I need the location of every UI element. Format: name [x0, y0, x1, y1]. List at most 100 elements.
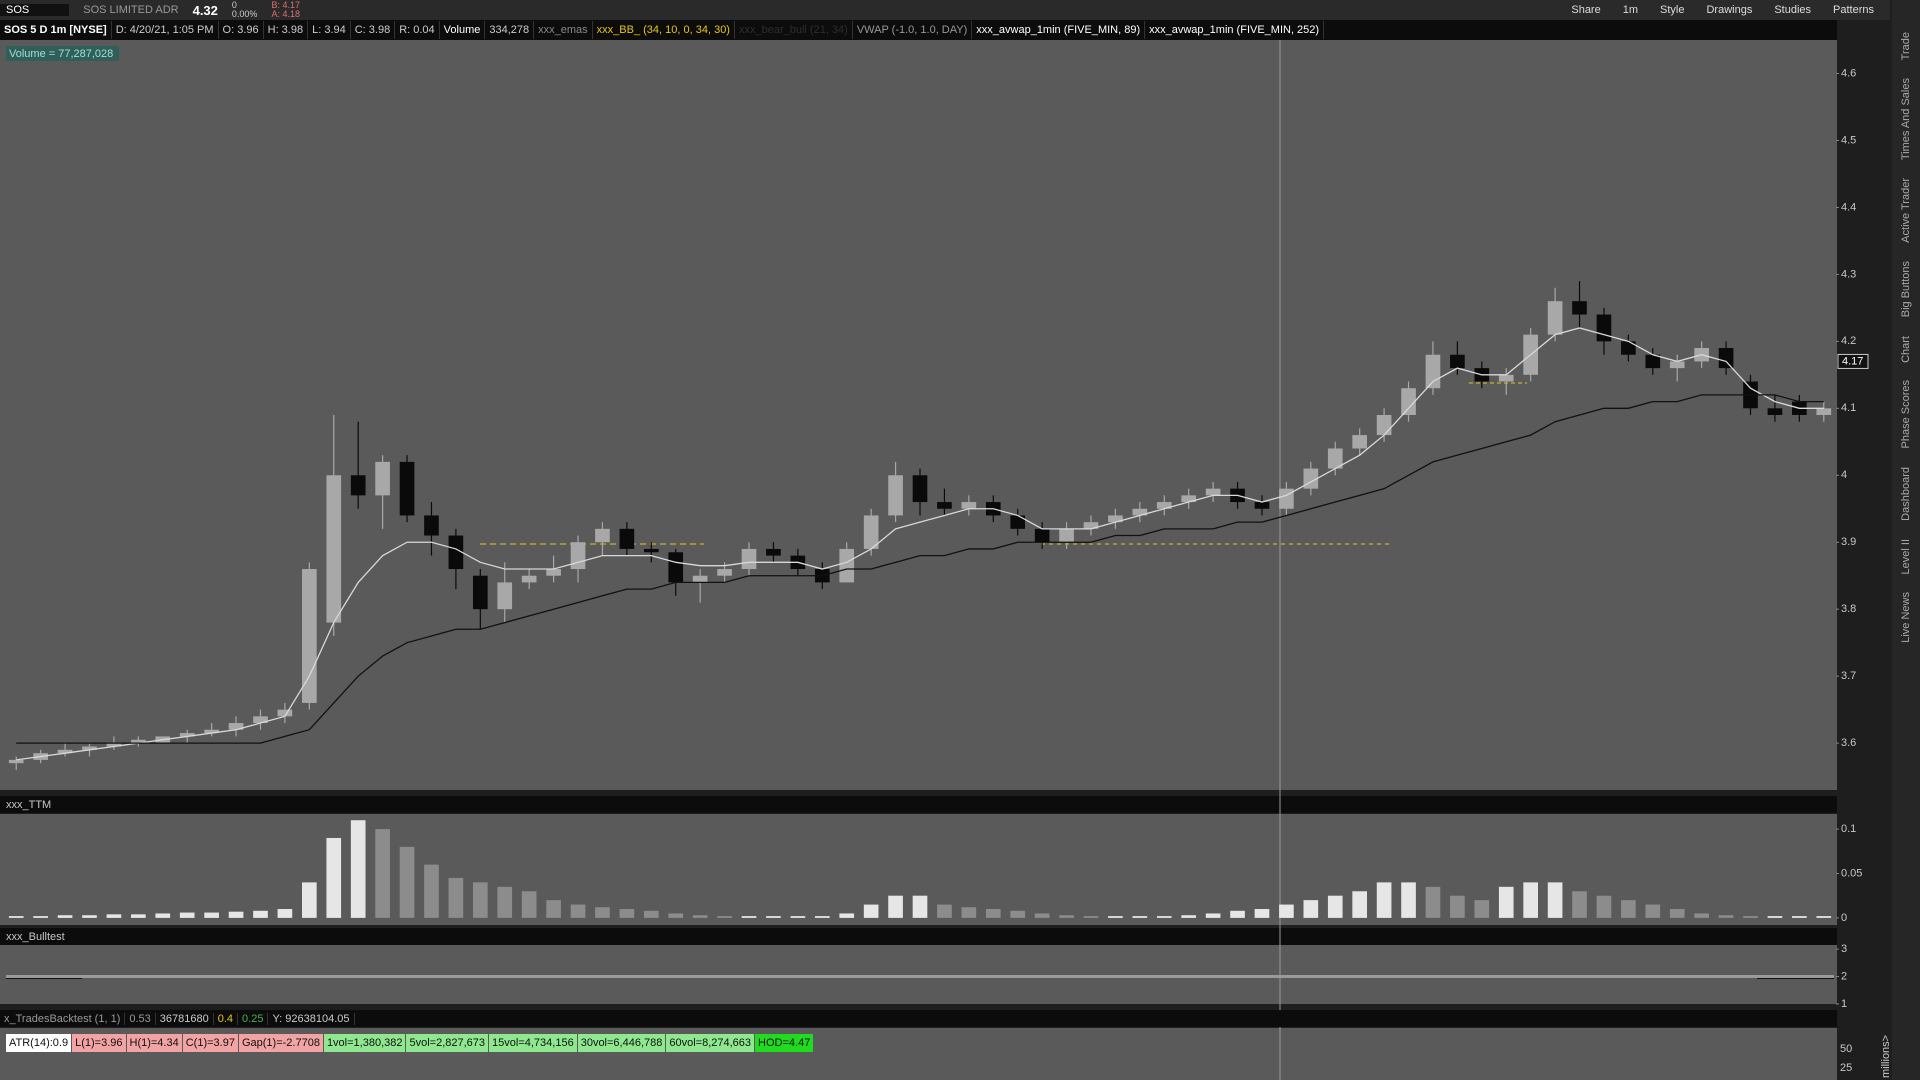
y-tick-label: 4.6 — [1841, 67, 1856, 79]
sidebar-tab[interactable]: Dashboard — [1900, 466, 1912, 521]
toolbar-button[interactable]: Drawings — [1706, 4, 1753, 16]
study-name: xxx_bear_bull (21, 34) — [735, 21, 853, 39]
y-tick-label: 4 — [1841, 469, 1847, 481]
sidebar-tab[interactable]: Phase Scores — [1900, 380, 1912, 449]
histogram-bar — [1279, 904, 1294, 918]
backtest-value: 36781680 — [156, 1012, 214, 1025]
histogram-bar — [1010, 910, 1026, 918]
sidebar-tab[interactable]: Big Buttons — [1900, 261, 1912, 318]
y-tick-label: 1 — [1841, 998, 1847, 1010]
candle-body — [277, 709, 293, 717]
candle-body — [1132, 508, 1148, 516]
ohlc-item: R: 0.04 — [395, 21, 440, 39]
description: SOS LIMITED ADR — [83, 4, 179, 16]
candle-body — [253, 716, 268, 724]
y-tick-label: 3.8 — [1841, 603, 1856, 615]
candle-body — [521, 575, 537, 583]
histogram-bar — [472, 882, 488, 918]
candle-body — [1596, 314, 1612, 342]
candle-body — [1254, 502, 1270, 509]
toolbar-buttons: Share 1m Style Drawings Studies Patterns — [1571, 4, 1890, 16]
sidebar-tab[interactable]: Active Trader — [1900, 178, 1912, 244]
candle-body — [1645, 354, 1661, 369]
histogram-bar — [1401, 882, 1416, 918]
bulltest-panel-bg — [0, 945, 1837, 1004]
candle-body — [863, 515, 879, 549]
histogram-bar — [839, 913, 855, 918]
histogram-bar — [1034, 913, 1050, 918]
candle-body — [912, 475, 928, 503]
histogram-bar — [888, 895, 903, 918]
sidebar-tab[interactable]: Trade — [1900, 32, 1912, 61]
toolbar-button[interactable]: Style — [1660, 4, 1685, 16]
histogram-bar — [741, 916, 757, 918]
candle-body — [643, 548, 659, 553]
candle-body — [1083, 522, 1099, 529]
ohlc-item: D: 4/20/21, 1:05 PM — [112, 21, 219, 39]
study-label: 1vol=1,380,382 — [323, 1033, 406, 1052]
histogram-bar — [1303, 900, 1319, 918]
sidebar-tab[interactable]: Chart — [1900, 335, 1912, 363]
study-label: C(1)=3.97 — [182, 1033, 238, 1052]
candle-body — [619, 528, 635, 549]
toolbar-button[interactable]: 1m — [1622, 4, 1638, 16]
y-tick-label: 4.5 — [1841, 134, 1856, 146]
symbol-box[interactable]: SOS — [0, 4, 70, 16]
histogram-bar — [668, 913, 684, 918]
sidebar-tab[interactable]: Times And Sales — [1900, 78, 1912, 161]
panel-header — [0, 796, 1837, 813]
candle-body — [472, 575, 488, 610]
histogram-bar — [1254, 909, 1270, 918]
histogram-bar — [961, 907, 977, 918]
histogram-bar — [1498, 886, 1514, 918]
backtest-row: x_TradesBacktest (1, 1) 0.53 36781680 0.4 0… — [0, 1010, 1837, 1027]
y-tick-label: 0.05 — [1841, 867, 1862, 879]
histogram-bar — [448, 877, 464, 918]
candle-body — [595, 528, 610, 543]
histogram-bar — [8, 916, 24, 918]
toolbar-button[interactable]: Share — [1571, 4, 1601, 16]
candle-body — [1108, 515, 1123, 523]
panel-header — [0, 928, 1837, 945]
candle-body — [766, 548, 781, 556]
toolbar-button[interactable]: Patterns — [1833, 4, 1874, 16]
candle-body — [1547, 301, 1563, 335]
candle-body — [399, 461, 415, 516]
histogram-bar — [497, 886, 513, 918]
bid-ask: B: 4.17 A: 4.18 — [271, 1, 300, 19]
volume-tick-label: 50 — [1840, 1043, 1852, 1055]
candle-body — [497, 582, 513, 610]
study-label: Gap(1)=-2.7708 — [238, 1033, 323, 1052]
histogram-bar — [106, 914, 122, 918]
histogram-bar — [1059, 915, 1074, 918]
study-name: xxx_avwap_1min (FIVE_MIN, 252) — [1145, 21, 1325, 39]
histogram-bar — [82, 915, 97, 918]
toolbar-button[interactable]: Studies — [1774, 4, 1812, 16]
histogram-bar — [766, 916, 781, 918]
candle-body — [717, 569, 732, 576]
candle-body — [350, 475, 366, 496]
sidebar-tab[interactable]: Level II — [1900, 538, 1912, 575]
histogram-bar — [326, 837, 342, 918]
histogram-bar — [570, 904, 586, 918]
study-name: xxx_avwap_1min (FIVE_MIN, 89) — [972, 21, 1146, 39]
candle-body — [1279, 488, 1294, 509]
study-name: xxx_emas — [534, 21, 593, 39]
candle-body — [1425, 354, 1441, 389]
candle-body — [668, 552, 684, 583]
candle-body — [1718, 348, 1734, 369]
candle-body — [1498, 374, 1514, 382]
sidebar: Trade Times And Sales Active Trader Big But… — [1892, 0, 1920, 1080]
volume-bubble-bg — [6, 46, 119, 61]
y-tick-label: 3.7 — [1841, 670, 1856, 682]
sidebar-tab[interactable]: Live News — [1900, 592, 1912, 643]
y-tick-label: 3.9 — [1841, 536, 1856, 548]
candle-body — [375, 461, 390, 496]
histogram-bar — [717, 916, 732, 918]
candle-body — [1572, 301, 1587, 315]
histogram-bar — [57, 915, 73, 918]
study-label: H(1)=4.34 — [126, 1033, 182, 1052]
overlay-line — [16, 327, 1824, 761]
